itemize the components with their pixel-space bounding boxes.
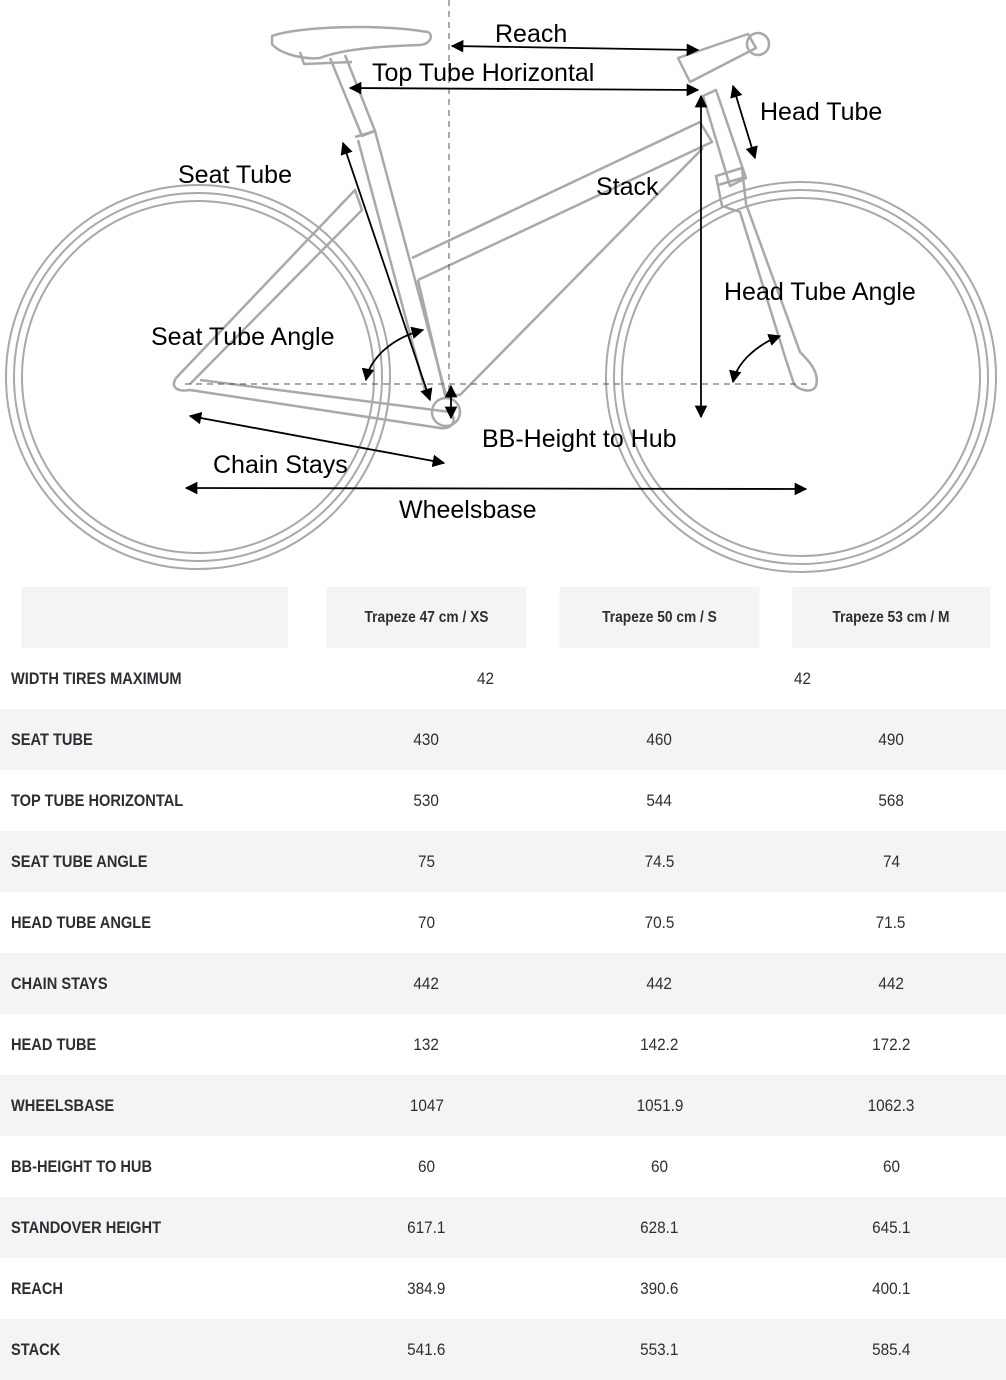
cell-value: 60 [543, 1136, 776, 1197]
cell-value: 568 [776, 770, 1006, 831]
table-row: STACK 541.6 553.1 585.4 [0, 1319, 1006, 1380]
label-stack: Stack [596, 173, 659, 201]
label-seat-tube-angle: Seat Tube Angle [151, 323, 334, 351]
row-label: STANDOVER HEIGHT [0, 1197, 310, 1258]
cell-value: 553.1 [543, 1319, 776, 1380]
bike-frame [172, 25, 819, 430]
table-row: WIDTH TIRES MAXIMUM 42 42 [0, 648, 1006, 709]
seat-tube-arrow [340, 141, 433, 402]
cell-value: 75 [310, 831, 543, 892]
label-wheelsbase: Wheelsbase [399, 496, 537, 524]
table-row: SEAT TUBE ANGLE 75 74.5 74 [0, 831, 1006, 892]
seat-tube-angle-arrow [361, 326, 425, 382]
table-row: HEAD TUBE ANGLE 70 70.5 71.5 [0, 892, 1006, 953]
cell-value: 71.5 [776, 892, 1006, 953]
cell-value: 544 [543, 770, 776, 831]
header-size-s: Trapeze 50 cm / S [559, 587, 760, 648]
label-bb-height-to-hub: BB-Height to Hub [482, 425, 677, 453]
table-header-row: Trapeze 47 cm / XS Trapeze 50 cm / S Tra… [0, 587, 1006, 648]
head-tube-angle-arrow [729, 333, 782, 384]
table-row: SEAT TUBE 430 460 490 [0, 709, 1006, 770]
cell-value: 490 [776, 709, 1006, 770]
cell-value: 132 [310, 1014, 543, 1075]
cell-value: 400.1 [776, 1258, 1006, 1319]
header-size-xs: Trapeze 47 cm / XS [326, 587, 527, 648]
cell-value: 530 [310, 770, 543, 831]
front-wheel [605, 181, 997, 573]
head-tube-arrow [730, 84, 758, 160]
cell-value: 172.2 [776, 1014, 1006, 1075]
cell-value: 60 [776, 1136, 1006, 1197]
row-label: REACH [0, 1258, 310, 1319]
chain-stays-arrow [188, 411, 446, 468]
header-empty [21, 587, 289, 648]
label-chain-stays: Chain Stays [213, 451, 348, 479]
cell-value: 1062.3 [776, 1075, 1006, 1136]
cell-value: 1051.9 [543, 1075, 776, 1136]
cell-value: 645.1 [776, 1197, 1006, 1258]
row-label: WHEELSBASE [0, 1075, 310, 1136]
cell-value: 1047 [310, 1075, 543, 1136]
cell-value: 390.6 [543, 1258, 776, 1319]
wheelsbase-arrow [184, 481, 808, 496]
table-row: HEAD TUBE 132 142.2 172.2 [0, 1014, 1006, 1075]
cell-value: 384.9 [310, 1258, 543, 1319]
table-row: REACH 384.9 390.6 400.1 [0, 1258, 1006, 1319]
row-label: WIDTH TIRES MAXIMUM [0, 648, 310, 709]
table-row: BB-HEIGHT TO HUB 60 60 60 [0, 1136, 1006, 1197]
cell-value: 142.2 [543, 1014, 776, 1075]
cell-value: 70 [310, 892, 543, 953]
label-seat-tube: Seat Tube [178, 161, 292, 189]
label-head-tube-angle: Head Tube Angle [724, 278, 916, 306]
row-label: SEAT TUBE ANGLE [0, 831, 310, 892]
cell-value: 74.5 [543, 831, 776, 892]
table-row: STANDOVER HEIGHT 617.1 628.1 645.1 [0, 1197, 1006, 1258]
header-size-m: Trapeze 53 cm / M [792, 587, 990, 648]
cell-value: 74 [776, 831, 1006, 892]
row-label: STACK [0, 1319, 310, 1380]
cell-value: 70.5 [543, 892, 776, 953]
label-reach: Reach [495, 20, 567, 48]
cell-value [543, 648, 776, 709]
label-top-tube-horizontal: Top Tube Horizontal [372, 59, 594, 87]
cell-value: 617.1 [310, 1197, 543, 1258]
table-row: TOP TUBE HORIZONTAL 530 544 568 [0, 770, 1006, 831]
top-tube-arrow [348, 81, 700, 97]
cell-value: 60 [310, 1136, 543, 1197]
table-row: WHEELSBASE 1047 1051.9 1062.3 [0, 1075, 1006, 1136]
geometry-table: Trapeze 47 cm / XS Trapeze 50 cm / S Tra… [0, 587, 1006, 1380]
label-head-tube: Head Tube [760, 98, 882, 126]
bike-geometry-svg: Reach Top Tube Horizontal Head Tube Seat… [5, 0, 997, 573]
cell-value: 430 [310, 709, 543, 770]
row-label: SEAT TUBE [0, 709, 310, 770]
cell-value: 541.6 [310, 1319, 543, 1380]
row-label: CHAIN STAYS [0, 953, 310, 1014]
dimension-arrows [184, 39, 808, 496]
cell-value: 460 [543, 709, 776, 770]
row-label: HEAD TUBE [0, 1014, 310, 1075]
cell-value: 442 [543, 953, 776, 1014]
cell-value: 42 [776, 648, 1006, 709]
cell-value: 442 [310, 953, 543, 1014]
reach-arrow [450, 39, 700, 57]
row-label: BB-HEIGHT TO HUB [0, 1136, 310, 1197]
cell-value: 42 [310, 648, 543, 709]
row-label: HEAD TUBE ANGLE [0, 892, 310, 953]
cell-value: 442 [776, 953, 1006, 1014]
table-row: CHAIN STAYS 442 442 442 [0, 953, 1006, 1014]
row-label: TOP TUBE HORIZONTAL [0, 770, 310, 831]
cell-value: 628.1 [543, 1197, 776, 1258]
cell-value: 585.4 [776, 1319, 1006, 1380]
bike-geometry-diagram: Reach Top Tube Horizontal Head Tube Seat… [0, 0, 1006, 585]
